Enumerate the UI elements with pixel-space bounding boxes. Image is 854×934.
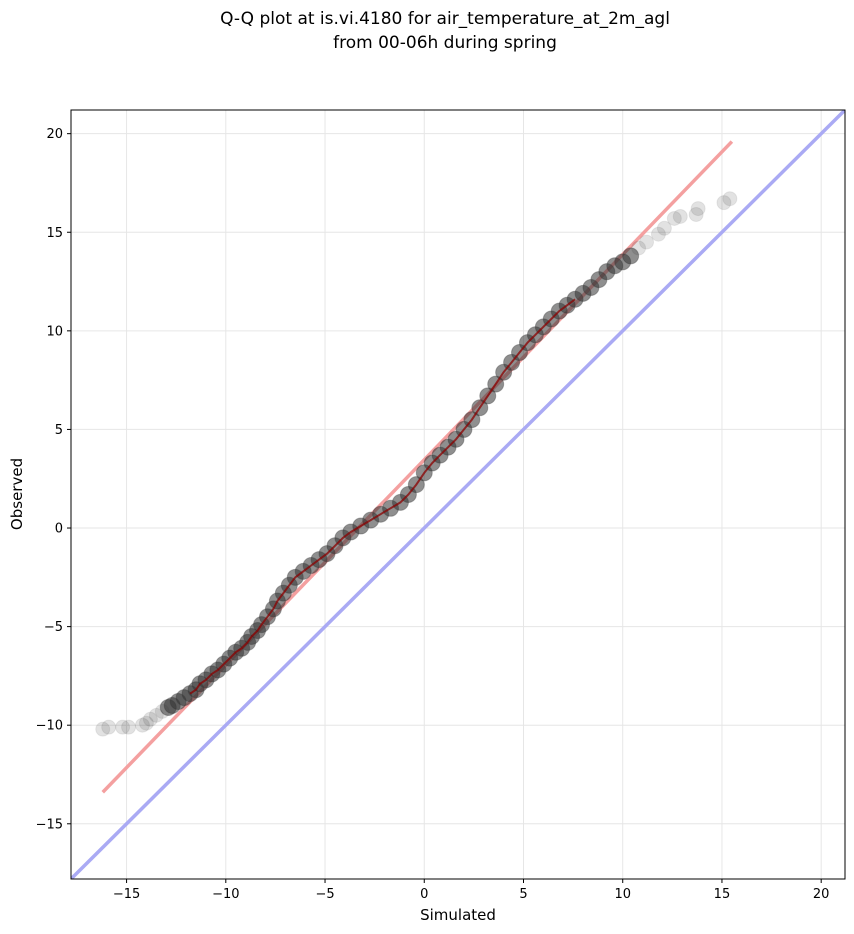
x-tick-label: −10 — [212, 887, 239, 902]
chart-title-line-1: Q-Q plot at is.vi.4180 for air_temperatu… — [220, 9, 670, 29]
y-tick-label: 20 — [46, 127, 63, 142]
data-point — [142, 711, 158, 727]
data-point — [656, 220, 672, 236]
x-tick-label: 0 — [420, 887, 428, 902]
plot-frame — [70, 109, 846, 880]
x-tick-label: 5 — [519, 887, 527, 902]
data-point — [95, 721, 111, 737]
data-point — [121, 719, 137, 735]
data-point — [688, 207, 704, 223]
data-point — [631, 240, 647, 256]
axis-ticks: −15 −10 −5 0 5 10 15 20 −15 −10 −5 0 5 10 15 20 — [36, 127, 830, 902]
y-tick-label: 10 — [46, 324, 63, 339]
trend-line-layer — [189, 298, 576, 695]
y-tick-label: −5 — [44, 620, 63, 635]
data-point — [650, 226, 666, 242]
y-tick-label: 5 — [55, 423, 63, 438]
scatter-points — [95, 191, 738, 737]
identity-line — [71, 110, 845, 879]
data-point — [148, 707, 164, 723]
data-point — [134, 717, 150, 733]
x-axis-label: Simulated — [420, 906, 496, 924]
data-point — [722, 191, 738, 207]
data-point — [115, 719, 131, 735]
data-point — [690, 201, 706, 217]
data-point — [138, 715, 154, 731]
data-point — [622, 247, 640, 265]
data-point — [672, 208, 688, 224]
y-axis-label: Observed — [8, 458, 26, 530]
x-tick-label: 20 — [813, 887, 830, 902]
data-point — [666, 210, 682, 226]
chart-title-line-2: from 00-06h during spring — [333, 33, 557, 53]
data-point — [639, 234, 655, 250]
x-tick-label: −5 — [315, 887, 334, 902]
y-tick-label: 15 — [46, 226, 63, 241]
y-tick-label: −15 — [36, 817, 63, 832]
y-tick-label: −10 — [36, 719, 63, 734]
data-point — [101, 719, 117, 735]
x-tick-label: 10 — [614, 887, 631, 902]
x-tick-label: −15 — [113, 887, 140, 902]
y-tick-label: 0 — [55, 522, 63, 537]
reference-lines — [71, 110, 845, 879]
trend-line — [189, 298, 576, 695]
x-tick-label: 15 — [714, 887, 731, 902]
data-point — [716, 195, 732, 211]
